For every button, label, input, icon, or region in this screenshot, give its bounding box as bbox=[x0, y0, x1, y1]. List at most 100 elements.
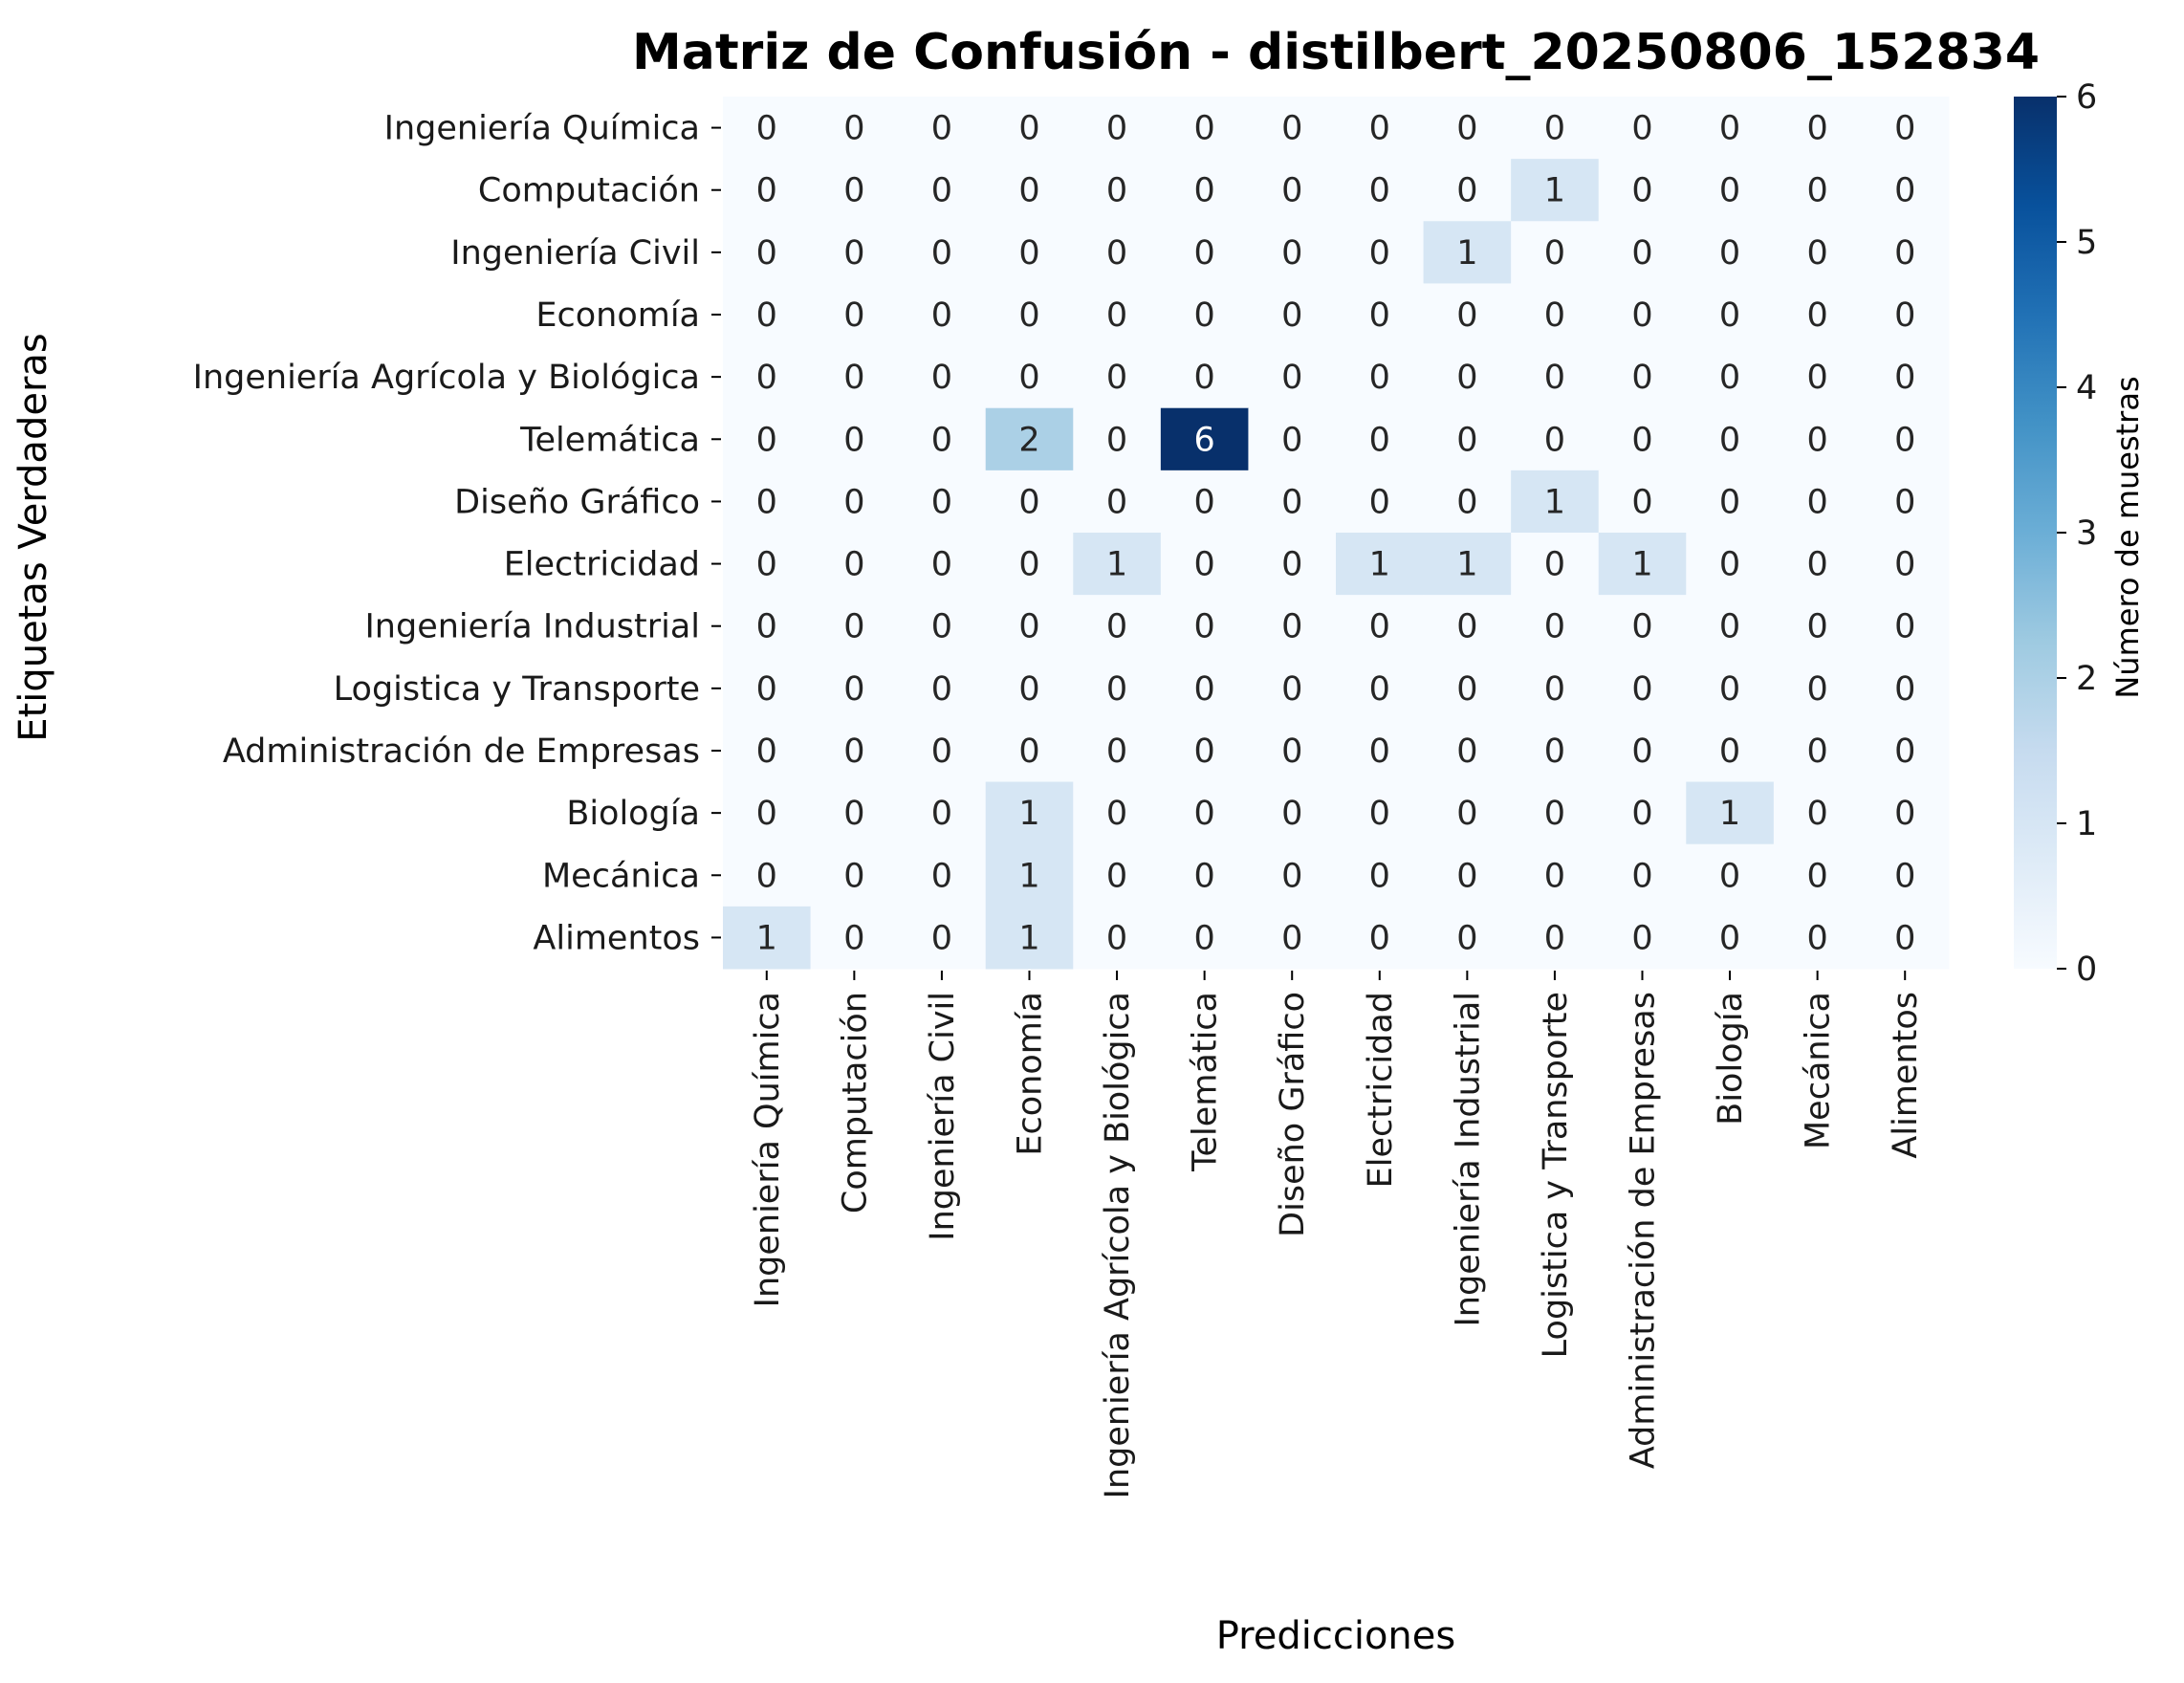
heatmap-cell-r11-c5 bbox=[1160, 781, 1249, 845]
heatmap-cell-r12-c13 bbox=[1861, 843, 1950, 907]
cell-value-r0-c0: 0 bbox=[756, 110, 777, 148]
heatmap-cell-r2-c7 bbox=[1336, 221, 1425, 284]
heatmap-cell-r9-c7 bbox=[1336, 657, 1425, 720]
cell-value-r6-c12: 0 bbox=[1807, 483, 1828, 521]
cell-value-r0-c9: 0 bbox=[1544, 110, 1565, 148]
heatmap-cell-r11-c1 bbox=[810, 781, 899, 845]
heatmap-cell-r13-c2 bbox=[898, 906, 987, 970]
heatmap-cell-r5-c13 bbox=[1861, 407, 1950, 471]
cell-value-r7-c10: 1 bbox=[1631, 546, 1652, 584]
x-axis: Ingeniería Química Computación Ingeniería … bbox=[749, 971, 1925, 1498]
heatmap-cell-r8-c10 bbox=[1598, 595, 1687, 658]
cell-value-r5-c5: 6 bbox=[1194, 421, 1215, 459]
heatmap-cell-r6-c3 bbox=[985, 470, 1074, 534]
heatmap-cell-r0-c9 bbox=[1511, 97, 1600, 160]
cell-value-r5-c1: 0 bbox=[843, 421, 864, 459]
cell-value-r8-c3: 0 bbox=[1018, 608, 1039, 646]
heatmap-cell-r7-c6 bbox=[1248, 533, 1337, 596]
cell-value-r1-c9: 1 bbox=[1544, 172, 1565, 210]
cell-value-r12-c13: 0 bbox=[1894, 857, 1915, 895]
cell-value-r0-c3: 0 bbox=[1018, 110, 1039, 148]
y-axis: Ingeniería Química Computación Ingeniería … bbox=[193, 110, 721, 957]
cell-value-r7-c3: 0 bbox=[1018, 546, 1039, 584]
cell-value-r2-c4: 0 bbox=[1106, 234, 1127, 273]
heatmap-cell-r3-c1 bbox=[810, 283, 899, 347]
cell-value-r9-c0: 0 bbox=[756, 670, 777, 709]
cell-value-r2-c3: 0 bbox=[1018, 234, 1039, 273]
heatmap-cell-r1-c0 bbox=[723, 159, 812, 222]
heatmap-cell-r6-c0 bbox=[723, 470, 812, 534]
cell-value-r6-c9: 1 bbox=[1544, 483, 1565, 521]
x-axis-label: Predicciones bbox=[1216, 1614, 1455, 1658]
cell-value-r1-c11: 0 bbox=[1719, 172, 1740, 210]
cell-value-r13-c6: 0 bbox=[1281, 919, 1302, 957]
cell-value-r12-c3: 1 bbox=[1018, 857, 1039, 895]
colorbar-tick-label-1: 1 bbox=[2076, 805, 2097, 843]
heatmap-cell-r2-c6 bbox=[1248, 221, 1337, 284]
heatmap-cell-r11-c12 bbox=[1773, 781, 1862, 845]
cell-value-r5-c11: 0 bbox=[1719, 421, 1740, 459]
heatmap-cell-r7-c3 bbox=[985, 533, 1074, 596]
heatmap-cell-r2-c10 bbox=[1598, 221, 1687, 284]
heatmap-cell-r8-c8 bbox=[1423, 595, 1512, 658]
heatmap-cell-r7-c9 bbox=[1511, 533, 1600, 596]
heatmap-cell-r8-c13 bbox=[1861, 595, 1950, 658]
heatmap-cell-r7-c1 bbox=[810, 533, 899, 596]
cell-value-r9-c8: 0 bbox=[1456, 670, 1477, 709]
heatmap-cell-r11-c11 bbox=[1686, 781, 1775, 845]
cell-value-r7-c4: 1 bbox=[1106, 546, 1127, 584]
cell-value-r8-c11: 0 bbox=[1719, 608, 1740, 646]
heatmap-cell-r0-c6 bbox=[1248, 97, 1337, 160]
heatmap-cell-r0-c0 bbox=[723, 97, 812, 160]
heatmap-cell-r12-c0 bbox=[723, 843, 812, 907]
cell-value-r5-c4: 0 bbox=[1106, 421, 1127, 459]
heatmap-cell-r2-c8 bbox=[1423, 221, 1512, 284]
y-tick-label-economia: Economía bbox=[535, 296, 700, 335]
heatmap-cell-r5-c11 bbox=[1686, 407, 1775, 471]
cell-value-r3-c3: 0 bbox=[1018, 296, 1039, 335]
cell-value-r9-c12: 0 bbox=[1807, 670, 1828, 709]
cell-value-r0-c5: 0 bbox=[1194, 110, 1215, 148]
cell-value-r3-c4: 0 bbox=[1106, 296, 1127, 335]
heatmap-cell-r9-c1 bbox=[810, 657, 899, 720]
y-tick-label-electricidad: Electricidad bbox=[504, 546, 700, 584]
cell-value-r11-c12: 0 bbox=[1807, 795, 1828, 833]
x-tick-label-ingenieria-quimica: Ingeniería Química bbox=[749, 992, 787, 1307]
cell-value-r9-c10: 0 bbox=[1631, 670, 1652, 709]
cell-value-r8-c7: 0 bbox=[1369, 608, 1390, 646]
cell-value-r9-c6: 0 bbox=[1281, 670, 1302, 709]
heatmap-cell-r9-c8 bbox=[1423, 657, 1512, 720]
cell-value-r9-c1: 0 bbox=[843, 670, 864, 709]
heatmap-cell-r3-c9 bbox=[1511, 283, 1600, 347]
cell-value-r5-c12: 0 bbox=[1807, 421, 1828, 459]
x-tick-label-diseno-grafico: Diseño Gráfico bbox=[1274, 992, 1312, 1237]
heatmap-cell-r11-c9 bbox=[1511, 781, 1600, 845]
heatmap-cell-r2-c1 bbox=[810, 221, 899, 284]
cell-value-r8-c5: 0 bbox=[1194, 608, 1215, 646]
heatmap-cell-r0-c12 bbox=[1773, 97, 1862, 160]
cell-value-r0-c10: 0 bbox=[1631, 110, 1652, 148]
cell-value-r10-c13: 0 bbox=[1894, 732, 1915, 771]
heatmap-cell-r0-c8 bbox=[1423, 97, 1512, 160]
cell-value-r13-c3: 1 bbox=[1018, 919, 1039, 957]
cell-value-r7-c12: 0 bbox=[1807, 546, 1828, 584]
cell-value-r3-c10: 0 bbox=[1631, 296, 1652, 335]
heatmap-cell-r13-c10 bbox=[1598, 906, 1687, 970]
cell-value-r9-c3: 0 bbox=[1018, 670, 1039, 709]
cell-value-r1-c8: 0 bbox=[1456, 172, 1477, 210]
cell-value-r2-c12: 0 bbox=[1807, 234, 1828, 273]
heatmap-cell-r12-c6 bbox=[1248, 843, 1337, 907]
cell-value-r13-c5: 0 bbox=[1194, 919, 1215, 957]
heatmap-cell-r8-c2 bbox=[898, 595, 987, 658]
cell-value-r12-c1: 0 bbox=[843, 857, 864, 895]
colorbar-tick-label-3: 3 bbox=[2076, 514, 2097, 553]
heatmap-cell-r9-c10 bbox=[1598, 657, 1687, 720]
heatmap-cell-r13-c6 bbox=[1248, 906, 1337, 970]
cell-value-r4-c9: 0 bbox=[1544, 359, 1565, 397]
heatmap-cell-r6-c2 bbox=[898, 470, 987, 534]
heatmap-cell-r5-c1 bbox=[810, 407, 899, 471]
cell-value-r6-c6: 0 bbox=[1281, 483, 1302, 521]
colorbar-tick-label-5: 5 bbox=[2076, 224, 2097, 262]
cell-value-r4-c1: 0 bbox=[843, 359, 864, 397]
heatmap-cell-r2-c9 bbox=[1511, 221, 1600, 284]
